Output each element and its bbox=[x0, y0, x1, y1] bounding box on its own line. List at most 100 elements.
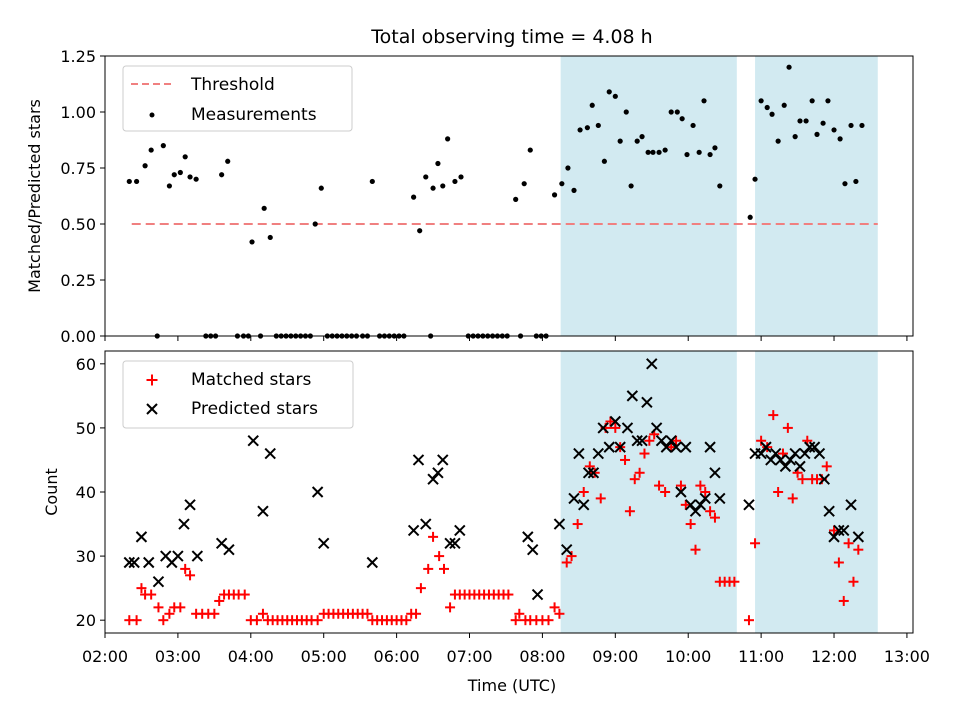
predicted-star-point bbox=[769, 447, 782, 460]
matched-star-point bbox=[312, 615, 323, 626]
predicted-star-point bbox=[432, 467, 444, 479]
predicted-star-point bbox=[128, 556, 140, 569]
measurement-point bbox=[411, 194, 417, 200]
y-tick-label: 60 bbox=[76, 355, 96, 374]
matched-star-point bbox=[680, 499, 691, 510]
matched-star-point bbox=[821, 461, 832, 472]
measurement-point bbox=[831, 127, 837, 133]
count-y-axis-label: Count bbox=[42, 468, 61, 516]
count-y-ticks: 20 30 40 50 60 bbox=[76, 355, 105, 630]
matched-star-point bbox=[257, 608, 268, 619]
matched-star-point bbox=[833, 557, 844, 568]
measurement-point bbox=[758, 98, 764, 104]
y-tick-label: 1.00 bbox=[60, 103, 96, 122]
matched-star-point bbox=[853, 544, 864, 555]
matched-star-point bbox=[787, 493, 798, 504]
predicted-star-point bbox=[675, 486, 687, 498]
measurement-point bbox=[696, 149, 702, 155]
measurement-point bbox=[712, 145, 718, 151]
matched-star-point bbox=[423, 563, 434, 574]
predicted-star-point bbox=[743, 499, 755, 511]
predicted-star-point bbox=[631, 435, 643, 447]
matched-star-points bbox=[124, 410, 864, 626]
shaded-interval-2 bbox=[755, 56, 878, 336]
predicted-star-point bbox=[636, 435, 648, 447]
measurement-point bbox=[606, 89, 612, 95]
predicted-star-point bbox=[191, 550, 204, 562]
predicted-star-point bbox=[561, 543, 573, 556]
predicted-star-point bbox=[650, 422, 663, 434]
matched-star-point bbox=[153, 602, 164, 613]
count-x-ticks: 02:00 03:00 04:00 05:00 06:00 07:00 08:00 09:00… bbox=[82, 633, 930, 666]
predicted-star-point bbox=[597, 422, 609, 434]
predicted-star-point bbox=[437, 454, 449, 466]
predicted-star-point bbox=[553, 518, 566, 530]
matched-star-point bbox=[773, 487, 784, 497]
predicted-star-point bbox=[626, 390, 639, 402]
measurement-point bbox=[452, 178, 458, 185]
y-tick-label: 0.00 bbox=[60, 327, 96, 346]
matched-star-point bbox=[695, 480, 706, 491]
matched-star-point bbox=[554, 608, 565, 619]
measurement-point bbox=[423, 174, 429, 180]
measurement-point bbox=[859, 122, 865, 129]
predicted-star-point bbox=[621, 422, 634, 434]
matched-star-point bbox=[743, 615, 754, 626]
measurement-point bbox=[559, 181, 565, 187]
y-tick-label: 30 bbox=[76, 547, 96, 566]
measurement-point bbox=[182, 154, 188, 160]
matched-star-point bbox=[654, 480, 665, 491]
x-tick-label: 07:00 bbox=[446, 647, 492, 666]
measurement-point bbox=[628, 183, 634, 189]
predicted-star-point bbox=[609, 415, 622, 428]
ratio-plot-frame bbox=[104, 55, 914, 337]
predicted-star-point bbox=[247, 435, 259, 447]
measurement-point bbox=[318, 185, 324, 191]
predicted-star-point bbox=[684, 499, 697, 511]
matched-star-point bbox=[438, 563, 449, 574]
x-tick-label: 04:00 bbox=[228, 647, 274, 666]
matched-star-point bbox=[434, 551, 445, 562]
predicted-star-point bbox=[818, 473, 831, 485]
x-axis-label: Time (UTC) bbox=[467, 676, 556, 695]
measurement-point bbox=[853, 178, 859, 185]
y-tick-label: 40 bbox=[76, 483, 96, 502]
predicted-star-point bbox=[223, 543, 235, 556]
matched-star-point bbox=[514, 608, 525, 619]
matched-star-point bbox=[445, 602, 456, 613]
matched-star-point bbox=[685, 519, 696, 530]
y-tick-label: 0.25 bbox=[60, 271, 96, 290]
measurement-point bbox=[650, 149, 656, 155]
measurement-point bbox=[521, 181, 527, 187]
x-tick-label: 03:00 bbox=[155, 647, 201, 666]
matched-star-point bbox=[136, 583, 147, 594]
measurement-point bbox=[717, 183, 723, 189]
matched-star-point bbox=[700, 487, 711, 497]
ratio-legend-box bbox=[122, 65, 353, 132]
matched-star-point bbox=[838, 595, 849, 606]
predicted-star-point bbox=[454, 524, 466, 537]
measurement-point bbox=[565, 165, 571, 171]
legend-predicted-label: Predicted stars bbox=[191, 399, 318, 419]
measurement-point bbox=[219, 172, 225, 178]
x-tick-label: 09:00 bbox=[592, 647, 638, 666]
measurement-point bbox=[775, 138, 781, 144]
measurement-point bbox=[764, 104, 770, 111]
matched-star-point bbox=[768, 410, 779, 421]
x-tick-label: 11:00 bbox=[738, 647, 784, 666]
matched-star-point bbox=[750, 538, 761, 549]
measurement-point bbox=[148, 147, 154, 153]
measurement-point bbox=[684, 151, 690, 158]
matched-star-point bbox=[690, 544, 701, 555]
measurement-point bbox=[142, 163, 148, 169]
matched-star-point bbox=[572, 519, 583, 530]
measurement-point bbox=[668, 109, 674, 115]
measurement-point bbox=[701, 98, 707, 104]
predicted-star-point bbox=[838, 524, 850, 537]
predicted-star-point bbox=[449, 537, 461, 549]
predicted-star-point bbox=[655, 435, 668, 447]
ratio-y-axis-label: Matched/Predicted stars bbox=[25, 99, 44, 293]
matched-star-point bbox=[610, 422, 621, 433]
matched-star-point bbox=[131, 615, 142, 626]
predicted-star-point bbox=[587, 467, 600, 479]
